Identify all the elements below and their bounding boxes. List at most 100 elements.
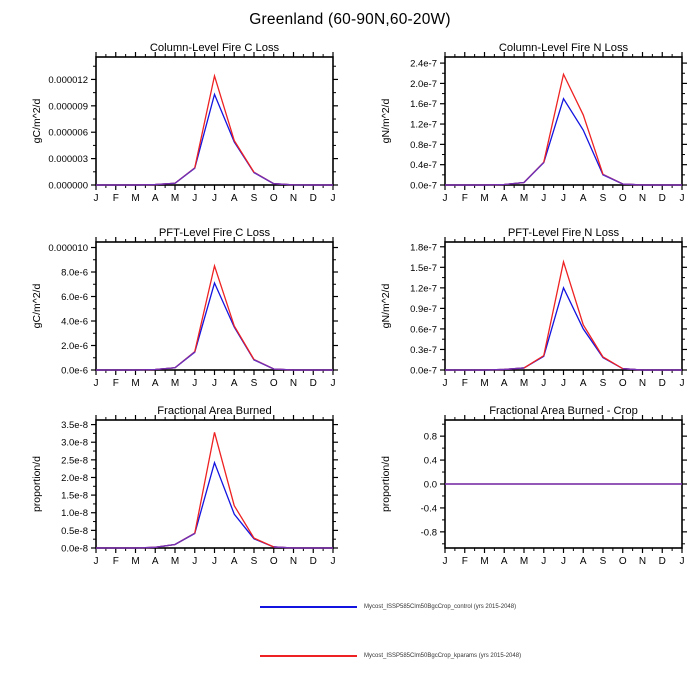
y-tick-label: 0.6e-7: [410, 324, 437, 335]
month-label: A: [501, 556, 508, 567]
y-tick-label: 0.5e-8: [61, 526, 88, 537]
y-tick-label: 0.000003: [48, 154, 88, 165]
month-label: A: [580, 193, 587, 204]
y-tick-label: 0.0: [424, 480, 437, 491]
y-tick-label: 0.4e-7: [410, 160, 437, 171]
month-label: J: [331, 378, 336, 389]
month-label: F: [113, 556, 119, 567]
y-axis-label: proportion/d: [31, 456, 43, 512]
series-line-overlap: [96, 532, 196, 549]
legend-label-kparams: Mycost_ISSP585Clm50BgcCrop_kparams (yrs …: [364, 653, 522, 659]
month-label: J: [443, 193, 448, 204]
y-tick-label: 1.2e-7: [410, 120, 437, 131]
month-label: M: [480, 193, 488, 204]
month-label: S: [251, 193, 258, 204]
y-tick-label: 1.5e-7: [410, 263, 437, 274]
series-line-overlap: [253, 359, 333, 371]
subplot-title: PFT-Level Fire C Loss: [159, 227, 271, 239]
y-tick-label: 0.000009: [48, 101, 88, 112]
y-axis-label: gC/m^2/d: [31, 284, 43, 329]
month-label: S: [600, 193, 607, 204]
month-label: N: [290, 193, 297, 204]
plot-frame: [95, 241, 334, 371]
month-label: J: [94, 378, 99, 389]
month-label: J: [443, 378, 448, 389]
y-tick-label: 0.0e-6: [61, 366, 88, 377]
y-tick-label: 0.8e-7: [410, 140, 437, 151]
month-label: S: [251, 556, 258, 567]
month-label: N: [639, 378, 646, 389]
month-label: J: [541, 193, 546, 204]
month-label: M: [171, 378, 179, 389]
month-label: J: [561, 193, 566, 204]
month-label: A: [231, 193, 238, 204]
series-line-overlap: [253, 171, 333, 186]
subplot-title: Column-Level Fire C Loss: [150, 42, 280, 54]
y-tick-label: 2.4e-7: [410, 59, 437, 70]
y-tick-label: 0.8: [424, 432, 437, 443]
subplot-title: Fractional Area Burned - Crop: [489, 405, 638, 417]
month-label: D: [310, 378, 317, 389]
y-tick-label: 2.0e-8: [61, 473, 88, 484]
chart-column-level-fire-c-loss: 0.000000 0.000003 0.000006 0.000009 0.000012…: [31, 42, 338, 204]
month-label: A: [580, 378, 587, 389]
y-axis-label: proportion/d: [380, 456, 392, 512]
month-label: D: [310, 556, 317, 567]
month-label: J: [192, 378, 197, 389]
month-label: J: [94, 193, 99, 204]
y-tick-label: 0.4: [424, 456, 437, 467]
month-label: A: [580, 556, 587, 567]
month-label: O: [619, 378, 627, 389]
y-axis-label: gN/m^2/d: [380, 284, 392, 329]
month-label: A: [231, 556, 238, 567]
month-label: J: [541, 378, 546, 389]
y-tick-label: 1.6e-7: [410, 99, 437, 110]
month-label: J: [331, 193, 336, 204]
figure-title: Greenland (60-90N,60-20W): [249, 11, 451, 28]
y-tick-label: -0.8: [421, 527, 437, 538]
month-label: S: [600, 378, 607, 389]
month-label: D: [659, 378, 666, 389]
legend-line-control-icon: [260, 606, 357, 608]
series-line-kparams: [96, 73, 333, 186]
y-tick-label: 1.0e-8: [61, 508, 88, 519]
y-tick-label: 0.000006: [48, 128, 88, 139]
y-tick-label: 0.9e-7: [410, 304, 437, 315]
chart-pft-level-fire-c-loss: 0.0e-6 2.0e-6 4.0e-6 6.0e-6 8.0e-6 0.000010 J F…: [31, 227, 338, 389]
month-label: A: [231, 378, 238, 389]
month-label: M: [520, 193, 528, 204]
y-tick-label: 1.2e-7: [410, 283, 437, 294]
series-line-overlap: [273, 546, 333, 549]
month-label: M: [520, 378, 528, 389]
y-tick-label: 1.8e-7: [410, 242, 437, 253]
legend-line-kparams-icon: [260, 655, 357, 657]
month-label: M: [171, 556, 179, 567]
month-label: M: [131, 193, 139, 204]
month-label: M: [131, 378, 139, 389]
month-label: M: [171, 193, 179, 204]
month-label: F: [113, 378, 119, 389]
series-line-overlap: [602, 174, 682, 186]
series-line-overlap: [445, 161, 545, 186]
month-label: J: [680, 556, 685, 567]
month-label: D: [659, 556, 666, 567]
month-label: O: [270, 193, 278, 204]
series-line-control: [445, 97, 682, 186]
month-label: A: [501, 193, 508, 204]
month-label: J: [541, 556, 546, 567]
month-label: J: [212, 378, 217, 389]
legend-label-control: Mycost_ISSP585Clm50BgcCrop_control (yrs …: [364, 604, 517, 610]
y-tick-label: 0.0e-7: [410, 366, 437, 377]
legend-entry-kparams: Mycost_ISSP585Clm50BgcCrop_kparams (yrs …: [260, 653, 521, 659]
month-label: J: [94, 556, 99, 567]
series-line-control: [445, 286, 682, 371]
series-line-overlap: [96, 167, 196, 186]
month-label: A: [501, 378, 508, 389]
series-line-kparams: [445, 259, 682, 371]
series-line-overlap: [445, 367, 525, 371]
subplot-title: Column-Level Fire N Loss: [499, 42, 629, 54]
chart-fractional-area-burned: 0.0e-8 0.5e-8 1.0e-8 1.5e-8 2.0e-8 2.5e-8 3.0e…: [31, 405, 338, 567]
month-label: J: [192, 556, 197, 567]
month-label: O: [270, 556, 278, 567]
month-label: F: [462, 556, 468, 567]
